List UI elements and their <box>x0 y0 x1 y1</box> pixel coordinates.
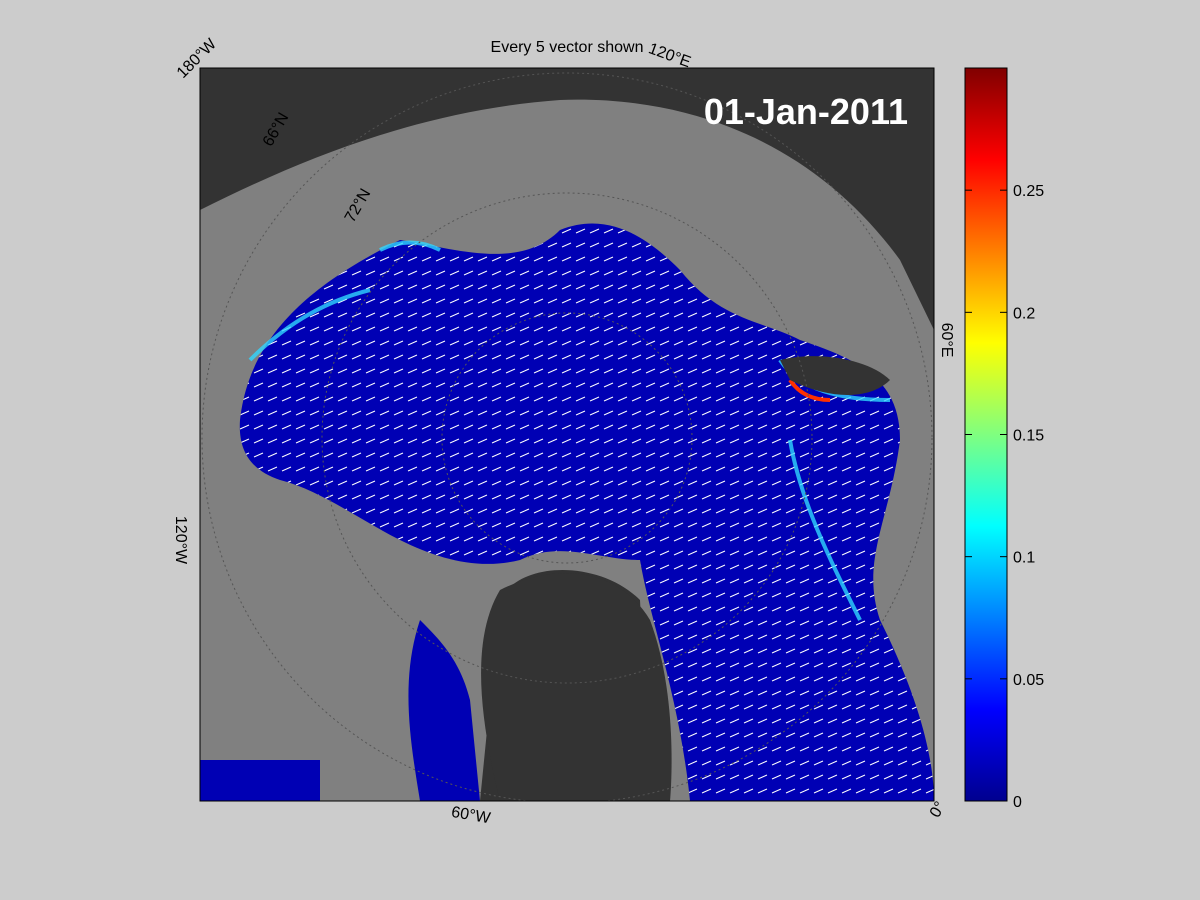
greenland <box>481 573 672 801</box>
colorbar-tick-label: 0.1 <box>1013 550 1035 567</box>
longitude-label: 60°W <box>450 804 493 828</box>
longitude-label: 0° <box>927 799 949 821</box>
colorbar-ticks: 0 0.05 0.1 0.15 0.2 0.25 <box>965 183 1044 811</box>
latitude-circle <box>441 312 693 564</box>
colorbar-tick-label: 0.25 <box>1013 183 1044 200</box>
novaya-zemlya <box>780 356 890 395</box>
colorbar-tick-label: 0.2 <box>1013 305 1035 322</box>
longitude-label: 60°E <box>938 323 955 358</box>
hudson-bay <box>200 760 320 801</box>
longitude-label: 120°W <box>172 516 189 565</box>
colorbar-tick-label: 0.05 <box>1013 672 1044 689</box>
colorbar-tick-label: 0.15 <box>1013 428 1044 445</box>
map-title: Every 5 vector shown <box>491 39 644 56</box>
fast-drift <box>248 240 891 621</box>
map <box>200 68 934 801</box>
latitude-circle <box>201 72 933 801</box>
date-label: 01-Jan-2011 <box>704 91 908 132</box>
drift-vectors <box>239 223 934 801</box>
plot-frame <box>199 67 935 802</box>
longitude-label: 120°E <box>646 40 693 71</box>
baffin-bay <box>408 620 480 801</box>
colorbar-tick-label: 0 <box>1013 794 1022 811</box>
latitude-circle <box>321 192 813 684</box>
